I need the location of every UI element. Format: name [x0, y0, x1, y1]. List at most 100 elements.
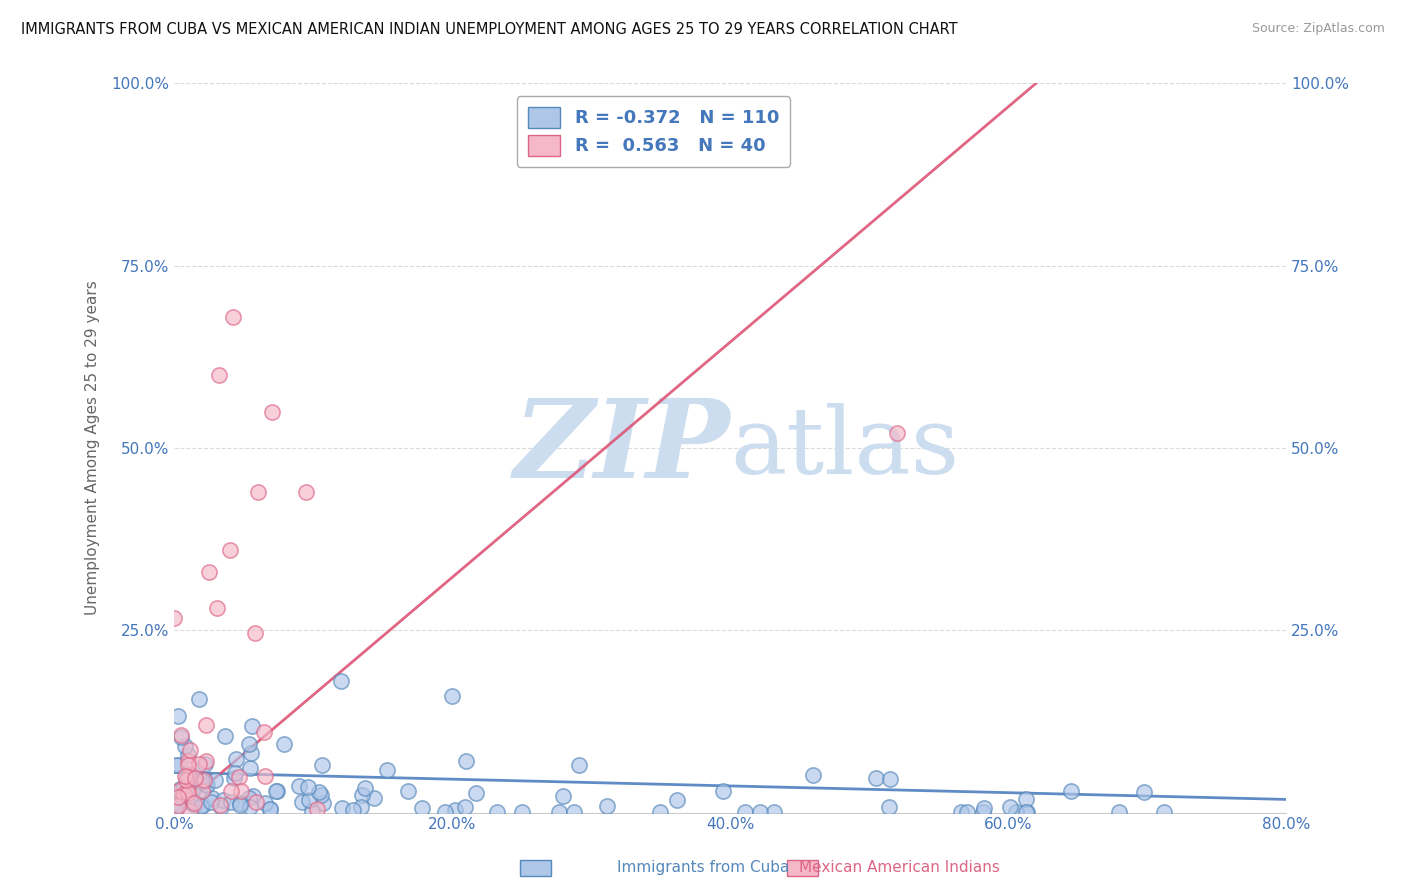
Point — [245, 796, 267, 810]
Point — [167, 799, 190, 814]
Point — [198, 565, 221, 579]
Point — [188, 692, 211, 706]
Point — [396, 784, 419, 798]
Point — [167, 708, 190, 723]
Point — [181, 795, 204, 809]
Point — [173, 787, 195, 801]
Point — [188, 757, 211, 772]
Point — [165, 757, 187, 772]
Point — [1004, 805, 1026, 819]
Point — [879, 772, 901, 786]
Point — [291, 795, 314, 809]
Point — [295, 484, 318, 499]
Text: IMMIGRANTS FROM CUBA VS MEXICAN AMERICAN INDIAN UNEMPLOYMENT AMONG AGES 25 TO 29: IMMIGRANTS FROM CUBA VS MEXICAN AMERICAN… — [21, 22, 957, 37]
Point — [298, 793, 321, 807]
Point — [342, 803, 364, 817]
Point — [311, 788, 333, 802]
Point — [177, 774, 200, 789]
Point — [221, 310, 243, 324]
Point — [243, 625, 266, 640]
Point — [179, 793, 201, 807]
Point — [949, 805, 972, 819]
Point — [177, 747, 200, 762]
Point — [464, 786, 486, 800]
Point — [287, 780, 309, 794]
Point — [195, 717, 218, 731]
Point — [562, 805, 585, 819]
Point — [170, 730, 193, 744]
Point — [239, 746, 262, 760]
Point — [193, 757, 215, 772]
Point — [174, 773, 197, 788]
Point — [411, 801, 433, 815]
Point — [297, 780, 319, 794]
Point — [266, 784, 288, 798]
Point — [239, 800, 262, 814]
Point — [801, 768, 824, 782]
Text: atlas: atlas — [730, 403, 959, 493]
Point — [176, 754, 198, 768]
Point — [169, 782, 191, 797]
Point — [166, 796, 188, 810]
Point — [551, 789, 574, 803]
Point — [193, 773, 215, 788]
Point — [510, 805, 533, 819]
Point — [434, 805, 457, 819]
Point — [169, 783, 191, 797]
Point — [173, 769, 195, 783]
Point — [956, 805, 979, 819]
Point — [181, 781, 204, 796]
Point — [201, 790, 224, 805]
Point — [305, 802, 328, 816]
Point — [273, 737, 295, 751]
Point — [259, 802, 281, 816]
Point — [375, 763, 398, 777]
Point — [238, 737, 260, 751]
Point — [312, 796, 335, 810]
Point — [246, 484, 269, 499]
Point — [454, 800, 477, 814]
Y-axis label: Unemployment Among Ages 25 to 29 years: Unemployment Among Ages 25 to 29 years — [86, 281, 100, 615]
Point — [167, 758, 190, 772]
Point — [253, 797, 276, 811]
Point — [170, 728, 193, 742]
Point — [363, 791, 385, 805]
Point — [264, 783, 287, 797]
Point — [176, 794, 198, 808]
Point — [179, 804, 201, 818]
Point — [238, 791, 260, 805]
Point — [973, 800, 995, 814]
Point — [191, 774, 214, 789]
Point — [1060, 784, 1083, 798]
Point — [441, 689, 464, 703]
Point — [218, 543, 240, 558]
Point — [301, 804, 323, 818]
Point — [183, 797, 205, 812]
Point — [172, 782, 194, 797]
Point — [219, 795, 242, 809]
Text: Mexican American Indians: Mexican American Indians — [800, 860, 1000, 874]
Point — [763, 805, 786, 819]
Point — [208, 368, 231, 382]
Point — [456, 754, 478, 768]
Point — [1017, 805, 1039, 819]
Legend: R = -0.372   N = 110, R =  0.563   N = 40: R = -0.372 N = 110, R = 0.563 N = 40 — [517, 96, 790, 167]
Point — [228, 770, 250, 784]
Point — [180, 786, 202, 800]
Point — [211, 793, 233, 807]
Point — [352, 788, 374, 802]
Point — [204, 772, 226, 787]
Point — [879, 799, 901, 814]
Point — [444, 803, 467, 817]
Point — [1015, 792, 1038, 806]
Point — [179, 742, 201, 756]
Point — [239, 761, 262, 775]
Point — [734, 805, 756, 819]
Point — [260, 404, 283, 418]
Point — [190, 799, 212, 814]
Text: Immigrants from Cuba: Immigrants from Cuba — [617, 860, 789, 874]
Point — [350, 800, 373, 814]
Point — [648, 805, 671, 819]
Point — [311, 757, 333, 772]
Point — [308, 785, 330, 799]
